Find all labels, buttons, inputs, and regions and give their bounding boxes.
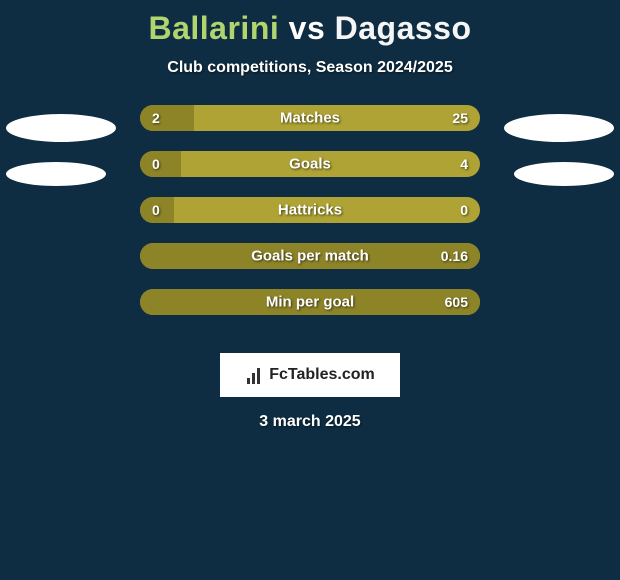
bar-chart-icon <box>245 366 263 384</box>
stat-right-value: 0 <box>460 202 468 218</box>
stat-bar: Min per goal 605 <box>140 289 480 315</box>
page-title: Ballarini vs Dagasso <box>0 0 620 47</box>
stat-right-value: 605 <box>445 294 468 310</box>
stat-row: 0 Hattricks 0 <box>0 197 620 243</box>
title-vs: vs <box>289 10 326 46</box>
team-badge-right <box>504 114 614 142</box>
stat-right-value: 25 <box>452 110 468 126</box>
stat-bar: Goals per match 0.16 <box>140 243 480 269</box>
date-text: 3 march 2025 <box>0 413 620 431</box>
stat-right-value: 4 <box>460 156 468 172</box>
brand-logo[interactable]: FcTables.com <box>220 353 400 397</box>
title-player1: Ballarini <box>148 10 279 46</box>
stat-bar: 0 Goals 4 <box>140 151 480 177</box>
stat-bar-fill <box>140 105 194 131</box>
stat-label: Goals <box>289 156 331 173</box>
stat-row: Min per goal 605 <box>0 289 620 335</box>
team-badge-right <box>514 162 614 186</box>
team-badge-left <box>6 162 106 186</box>
stat-right-value: 0.16 <box>441 248 468 264</box>
stat-bar: 2 Matches 25 <box>140 105 480 131</box>
stat-label: Hattricks <box>278 202 342 219</box>
stat-row: Goals per match 0.16 <box>0 243 620 289</box>
comparison-card: Ballarini vs Dagasso Club competitions, … <box>0 0 620 580</box>
subtitle: Club competitions, Season 2024/2025 <box>0 59 620 77</box>
title-player2: Dagasso <box>335 10 472 46</box>
stats-panel: 2 Matches 25 0 Goals 4 0 Hattricks 0 Goals per ma… <box>0 105 620 335</box>
stat-label: Min per goal <box>266 294 354 311</box>
stat-left-value: 2 <box>152 110 160 126</box>
stat-label: Matches <box>280 110 340 127</box>
stat-row: 0 Goals 4 <box>0 151 620 197</box>
stat-bar: 0 Hattricks 0 <box>140 197 480 223</box>
stat-left-value: 0 <box>152 202 160 218</box>
stat-bar-fill <box>140 151 181 177</box>
stat-left-value: 0 <box>152 156 160 172</box>
team-badge-left <box>6 114 116 142</box>
stat-label: Goals per match <box>251 248 369 265</box>
stat-row: 2 Matches 25 <box>0 105 620 151</box>
brand-text: FcTables.com <box>269 366 375 384</box>
